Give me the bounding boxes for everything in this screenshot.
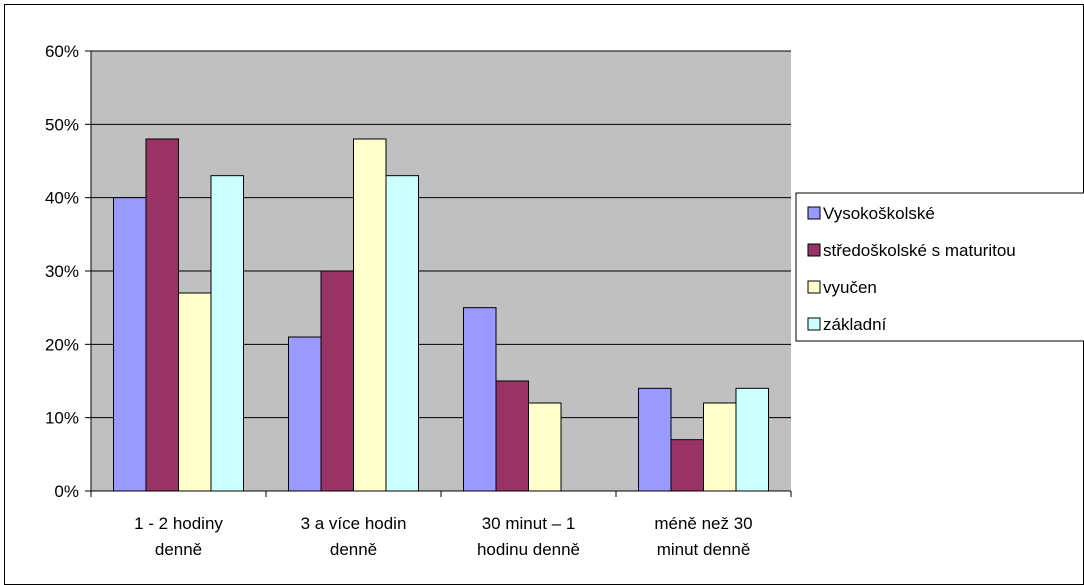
bar	[703, 402, 737, 492]
bar	[210, 175, 244, 492]
legend-label: Vysokoškolské	[823, 204, 935, 223]
bar	[385, 175, 419, 492]
bar	[463, 307, 497, 492]
bar	[320, 270, 354, 492]
axes	[85, 50, 792, 497]
x-tick-label: 30 minut – 1	[482, 514, 576, 533]
bar	[528, 402, 562, 492]
legend-label: základní	[823, 315, 887, 334]
bar	[288, 336, 322, 492]
bars	[113, 138, 769, 492]
y-tick-label: 0%	[54, 482, 79, 501]
legend-box	[795, 192, 1084, 342]
y-tick-label: 20%	[45, 335, 79, 354]
bar	[353, 138, 387, 492]
legend-swatch	[807, 243, 821, 257]
bar	[495, 380, 529, 492]
y-tick-label: 50%	[45, 115, 79, 134]
y-tick-label: 60%	[45, 42, 79, 61]
x-tick-label: 1 - 2 hodiny	[134, 514, 223, 533]
bar	[113, 197, 147, 492]
x-tick-label: 3 a více hodin	[301, 514, 407, 533]
x-tick-label: denně	[155, 540, 202, 559]
x-tick-label: minut denně	[657, 540, 751, 559]
legend-swatch	[807, 280, 821, 294]
bar	[735, 387, 769, 492]
bar	[670, 439, 704, 492]
y-tick-label: 10%	[45, 409, 79, 428]
x-tick-label: denně	[330, 540, 377, 559]
bar	[638, 387, 672, 492]
y-tick-label: 30%	[45, 262, 79, 281]
legend-swatch	[807, 206, 821, 220]
y-tick-labels: 0% 10% 20% 30% 40% 50% 60%	[45, 42, 79, 501]
legend-swatch	[807, 317, 821, 331]
bar	[178, 292, 212, 492]
legend: Vysokoškolské středoškolské s maturitou vy…	[795, 192, 1084, 342]
x-tick-labels: 1 - 2 hodiny denně 3 a více hodin denně 30 m…	[134, 514, 753, 559]
legend-label: vyučen	[823, 278, 877, 297]
y-tick-label: 40%	[45, 189, 79, 208]
x-tick-label: méně než 30	[654, 514, 752, 533]
legend-label: středoškolské s maturitou	[823, 241, 1016, 260]
bar	[145, 138, 179, 492]
x-tick-label: hodinu denně	[477, 540, 580, 559]
